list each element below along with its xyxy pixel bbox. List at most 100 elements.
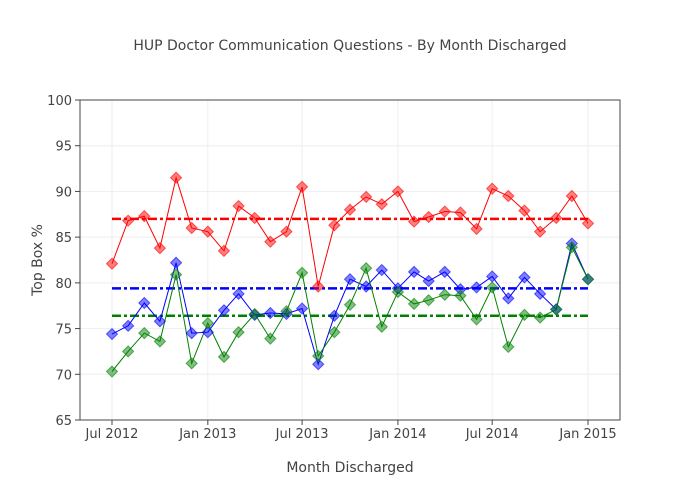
data-point-marker (153, 335, 167, 348)
data-point-marker (153, 241, 167, 255)
data-point-marker (312, 358, 325, 371)
data-point-marker (533, 287, 547, 301)
y-tick-label: 80 (55, 277, 72, 292)
data-point-marker (407, 297, 421, 311)
data-point-marker (359, 280, 373, 293)
data-point-marker (438, 205, 451, 218)
data-point-marker (565, 240, 579, 254)
x-tick-label: Jan 2015 (558, 427, 616, 442)
data-point-marker (502, 189, 515, 203)
data-point-marker (280, 225, 293, 238)
data-point-marker (169, 171, 183, 184)
x-tick-label: Jan 2013 (178, 427, 236, 442)
data-point-marker (264, 332, 277, 345)
data-point-marker (343, 272, 357, 286)
data-point-marker (169, 268, 183, 281)
data-point-marker (407, 265, 421, 279)
data-point-marker (105, 365, 119, 378)
data-point-marker (359, 262, 373, 275)
data-point-marker (485, 281, 499, 294)
data-point-marker (169, 256, 183, 269)
data-point-marker (121, 345, 135, 358)
data-point-marker (343, 203, 357, 216)
data-point-marker (217, 244, 231, 258)
data-point-marker (454, 289, 467, 302)
y-tick-label: 85 (55, 231, 72, 246)
y-tick-label: 95 (55, 140, 72, 155)
series-markers (105, 171, 595, 378)
data-point-marker (502, 340, 515, 354)
data-point-marker (454, 206, 467, 219)
data-point-marker (232, 326, 245, 339)
data-point-marker (295, 302, 309, 315)
x-tick-label: Jan 2014 (368, 427, 426, 442)
data-point-marker (518, 271, 531, 284)
data-point-marker (470, 222, 483, 236)
data-point-marker (470, 281, 483, 294)
data-point-marker (121, 319, 135, 333)
mean-lines (112, 217, 588, 318)
data-point-marker (470, 313, 483, 326)
data-point-marker (343, 298, 357, 312)
chart-title: HUP Doctor Communication Questions - By … (133, 38, 566, 54)
data-point-marker (280, 304, 293, 318)
data-point-marker (217, 350, 231, 364)
x-tick-label: Jul 2014 (465, 427, 519, 442)
data-point-marker (312, 280, 325, 293)
data-point-marker (391, 285, 405, 299)
data-point-marker (185, 326, 198, 340)
data-point-marker (105, 257, 119, 270)
data-point-marker (295, 180, 309, 194)
data-point-marker (375, 198, 388, 211)
data-point-marker (201, 316, 215, 330)
data-point-marker (565, 189, 579, 203)
data-point-marker (407, 215, 421, 228)
data-point-marker (201, 326, 215, 339)
data-point-marker (328, 326, 341, 339)
data-point-marker (248, 211, 261, 225)
data-point-marker (422, 294, 435, 307)
data-point-marker (185, 221, 198, 235)
data-point-marker (550, 211, 563, 225)
data-point-marker (264, 306, 277, 320)
plot-area-frame (79, 99, 621, 421)
data-point-marker (438, 265, 451, 279)
data-point-marker (375, 320, 388, 333)
data-point-marker (153, 315, 167, 328)
data-point-marker (375, 263, 388, 277)
data-point-marker (248, 307, 261, 321)
data-point-marker (232, 199, 245, 213)
y-tick-label: 65 (55, 414, 72, 429)
data-point-marker (264, 235, 277, 248)
y-tick-label: 75 (55, 323, 72, 338)
data-point-marker (533, 311, 547, 324)
data-point-marker (359, 190, 373, 204)
data-point-marker (391, 185, 405, 198)
y-tick-label: 70 (55, 368, 72, 383)
gridlines (80, 99, 620, 421)
data-point-marker (422, 274, 435, 288)
x-axis-title: Month Discharged (286, 460, 413, 476)
data-point-marker (328, 219, 341, 232)
data-point-marker (485, 182, 499, 195)
data-point-marker (328, 309, 341, 322)
data-point-marker (550, 303, 563, 316)
data-point-marker (518, 308, 531, 322)
data-point-marker (518, 204, 531, 217)
data-point-marker (185, 357, 198, 370)
data-point-marker (121, 214, 135, 227)
data-point-marker (438, 288, 451, 301)
x-tick-label: Jul 2013 (275, 427, 329, 442)
data-point-marker (581, 217, 595, 230)
data-point-marker (138, 209, 151, 223)
x-tick-label: Jul 2012 (85, 427, 139, 442)
y-tick-label: 90 (55, 185, 72, 200)
data-point-marker (232, 287, 245, 301)
data-point-marker (502, 292, 515, 305)
data-point-marker (138, 296, 151, 310)
data-point-marker (422, 210, 435, 224)
data-point-marker (217, 304, 231, 317)
